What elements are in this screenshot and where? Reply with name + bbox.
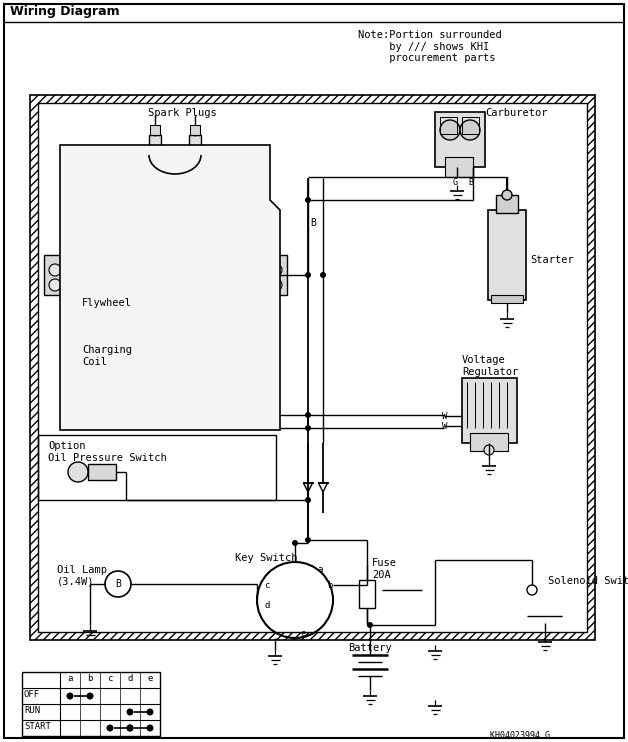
- Text: Voltage
Regulator: Voltage Regulator: [462, 355, 518, 377]
- Bar: [440, 117, 457, 134]
- Circle shape: [68, 462, 88, 482]
- Text: Fuse
20A: Fuse 20A: [372, 558, 397, 580]
- Circle shape: [170, 303, 194, 327]
- Circle shape: [527, 585, 537, 595]
- Text: d: d: [264, 600, 269, 609]
- Circle shape: [107, 724, 114, 732]
- Circle shape: [502, 190, 512, 200]
- Text: c: c: [107, 674, 112, 683]
- Text: e: e: [300, 628, 306, 637]
- Text: Spark Plugs: Spark Plugs: [148, 108, 217, 118]
- Text: b: b: [87, 674, 93, 683]
- Text: Battery: Battery: [348, 643, 392, 653]
- Text: Solenoid Switch: Solenoid Switch: [548, 576, 628, 586]
- Circle shape: [126, 724, 134, 732]
- Bar: [470, 433, 508, 451]
- Bar: [38, 103, 587, 632]
- Circle shape: [460, 120, 480, 140]
- Text: a: a: [317, 565, 323, 574]
- Circle shape: [440, 120, 460, 140]
- Circle shape: [305, 537, 311, 543]
- Bar: [22, 672, 160, 736]
- Circle shape: [305, 197, 311, 203]
- Text: KH04023994 G: KH04023994 G: [490, 731, 550, 740]
- Bar: [359, 580, 375, 608]
- Circle shape: [105, 571, 131, 597]
- Circle shape: [367, 622, 373, 628]
- Circle shape: [292, 540, 298, 546]
- Circle shape: [126, 724, 134, 732]
- Bar: [30, 95, 595, 640]
- Text: Option
Oil Pressure Switch: Option Oil Pressure Switch: [48, 441, 167, 462]
- Bar: [38, 435, 276, 500]
- Circle shape: [305, 425, 311, 431]
- Bar: [88, 464, 116, 480]
- Bar: [435, 112, 485, 167]
- Bar: [189, 135, 201, 153]
- Circle shape: [320, 272, 326, 278]
- Circle shape: [270, 264, 282, 276]
- Circle shape: [146, 724, 153, 732]
- Bar: [462, 378, 517, 443]
- Text: B: B: [310, 218, 316, 228]
- Bar: [191, 153, 199, 163]
- Text: Charging
Coil: Charging Coil: [82, 345, 132, 367]
- Bar: [38, 103, 587, 632]
- Text: G: G: [453, 178, 458, 187]
- Text: START: START: [24, 722, 51, 731]
- Circle shape: [484, 445, 494, 455]
- Text: Note:Portion surrounded
     by /// shows KHI
     procurement parts: Note:Portion surrounded by /// shows KHI…: [358, 30, 502, 63]
- Circle shape: [67, 692, 73, 700]
- Text: W: W: [442, 422, 447, 431]
- Text: B: B: [115, 579, 121, 589]
- Text: a: a: [67, 674, 73, 683]
- Text: Key Switch: Key Switch: [235, 553, 298, 563]
- Bar: [150, 125, 160, 135]
- Circle shape: [305, 412, 311, 418]
- Bar: [445, 157, 473, 177]
- Bar: [462, 117, 479, 134]
- Bar: [151, 153, 159, 163]
- Bar: [149, 135, 161, 153]
- Bar: [190, 125, 200, 135]
- Polygon shape: [60, 145, 280, 430]
- Text: Carburetor: Carburetor: [485, 108, 548, 118]
- Circle shape: [49, 264, 61, 276]
- Bar: [496, 195, 518, 213]
- Circle shape: [87, 692, 94, 700]
- Circle shape: [305, 497, 311, 503]
- Circle shape: [146, 709, 153, 715]
- Text: b: b: [327, 580, 333, 589]
- Circle shape: [126, 709, 134, 715]
- Text: Wiring Diagram: Wiring Diagram: [10, 5, 119, 18]
- Text: B: B: [468, 178, 474, 187]
- Text: c: c: [264, 580, 269, 589]
- Bar: [265, 255, 287, 295]
- Bar: [491, 295, 523, 303]
- Bar: [488, 210, 526, 300]
- Circle shape: [49, 279, 61, 291]
- Text: d: d: [127, 674, 133, 683]
- Circle shape: [94, 227, 270, 403]
- Text: Starter: Starter: [530, 255, 574, 265]
- Text: e: e: [148, 674, 153, 683]
- Text: Flywheel: Flywheel: [82, 298, 132, 308]
- Text: RUN: RUN: [24, 706, 40, 715]
- Bar: [44, 255, 66, 295]
- Circle shape: [270, 279, 282, 291]
- Circle shape: [160, 293, 204, 337]
- Text: OFF: OFF: [24, 690, 40, 699]
- Text: W: W: [442, 412, 447, 421]
- Circle shape: [305, 272, 311, 278]
- Text: Oil Lamp
(3.4W): Oil Lamp (3.4W): [57, 565, 107, 587]
